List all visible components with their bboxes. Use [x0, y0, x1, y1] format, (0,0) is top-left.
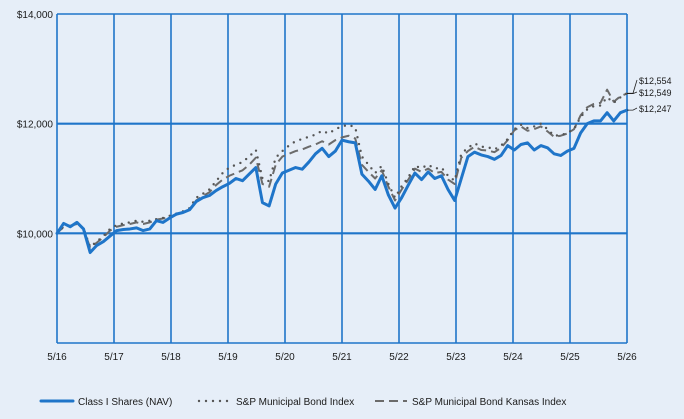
x-tick-label: 5/19: [218, 352, 238, 363]
legend: Class I Shares (NAV) S&P Municipal Bond I…: [39, 397, 566, 408]
legend-label: Class I Shares (NAV): [78, 397, 172, 408]
y-tick-label: $12,000: [17, 120, 54, 131]
x-tick-label: 5/20: [275, 352, 295, 363]
end-label-leader: [627, 91, 638, 94]
series-line: [56, 88, 628, 249]
end-label-leader: [627, 79, 638, 94]
x-tick-label: 5/21: [332, 352, 352, 363]
y-tick-label: $14,000: [17, 10, 54, 21]
end-labels: $12,554 $12,549 $12,247: [627, 76, 672, 114]
x-tick-label: 5/16: [47, 352, 67, 363]
x-tick-label: 5/26: [617, 352, 637, 363]
x-tick-label: 5/22: [389, 352, 409, 363]
x-tick-label: 5/17: [104, 352, 124, 363]
end-value-label: $12,554: [639, 76, 672, 86]
legend-label: S&P Municipal Bond Index: [236, 397, 354, 408]
axes: $10,000 $12,000 $14,000 5/16 5/17 5/18 5/19 5/2…: [17, 10, 637, 363]
x-tick-label: 5/24: [503, 352, 523, 363]
x-tick-label: 5/25: [560, 352, 580, 363]
x-tick-label: 5/23: [446, 352, 466, 363]
x-tick-label: 5/18: [161, 352, 181, 363]
y-tick-label: $10,000: [17, 229, 54, 240]
series-line: [55, 108, 629, 255]
end-value-label: $12,549: [639, 88, 672, 98]
end-value-label: $12,247: [639, 104, 672, 114]
series-lines: [55, 88, 629, 255]
grid: [56, 13, 628, 344]
end-label-leader: [627, 107, 638, 111]
legend-label: S&P Municipal Bond Kansas Index: [412, 397, 566, 408]
